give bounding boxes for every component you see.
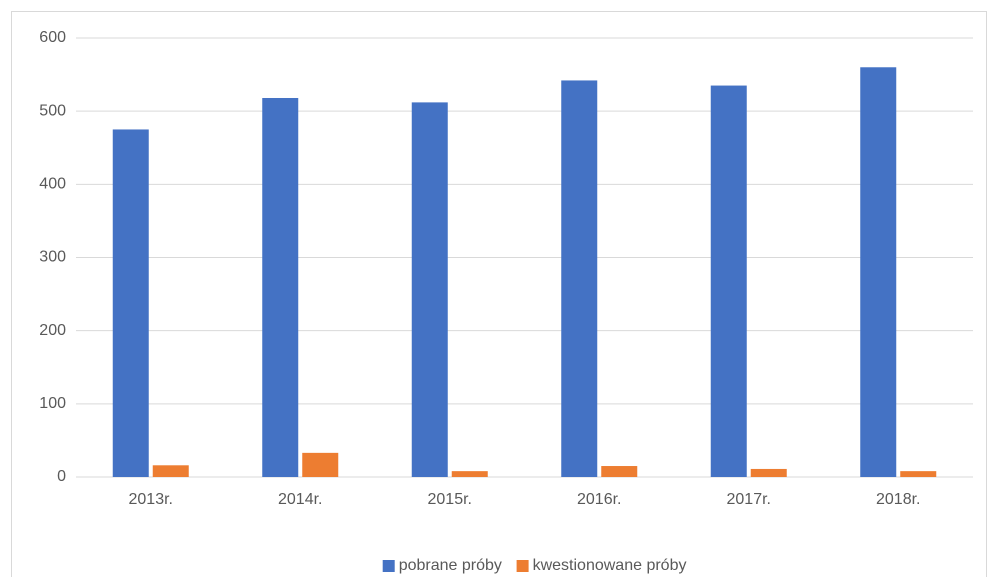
bar bbox=[900, 471, 937, 477]
bar bbox=[860, 67, 897, 478]
y-tick-label: 400 bbox=[39, 176, 66, 193]
bar bbox=[710, 85, 747, 477]
bar bbox=[561, 80, 598, 477]
y-tick-label: 300 bbox=[39, 249, 66, 266]
bar bbox=[302, 452, 339, 477]
bar bbox=[601, 466, 638, 477]
x-tick-label: 2018r. bbox=[876, 491, 920, 508]
x-tick-label: 2013r. bbox=[129, 491, 173, 508]
legend-swatch bbox=[516, 560, 529, 572]
x-tick-label: 2017r. bbox=[727, 491, 771, 508]
legend-swatch bbox=[382, 560, 395, 572]
chart-border bbox=[11, 11, 987, 577]
legend-label: kwestionowane próby bbox=[533, 557, 687, 574]
x-tick-label: 2014r. bbox=[278, 491, 322, 508]
bar bbox=[411, 102, 448, 478]
bar bbox=[451, 471, 488, 477]
legend-label: pobrane próby bbox=[399, 557, 502, 574]
bar bbox=[262, 97, 299, 477]
y-tick-label: 500 bbox=[39, 102, 66, 119]
x-tick-label: 2016r. bbox=[577, 491, 621, 508]
x-tick-label: 2015r. bbox=[428, 491, 472, 508]
y-tick-label: 0 bbox=[57, 468, 66, 485]
y-tick-label: 100 bbox=[39, 395, 66, 412]
bar bbox=[152, 465, 189, 477]
y-tick-label: 600 bbox=[39, 29, 66, 46]
y-tick-label: 200 bbox=[39, 322, 66, 339]
bar bbox=[750, 468, 787, 477]
bar bbox=[112, 129, 149, 478]
